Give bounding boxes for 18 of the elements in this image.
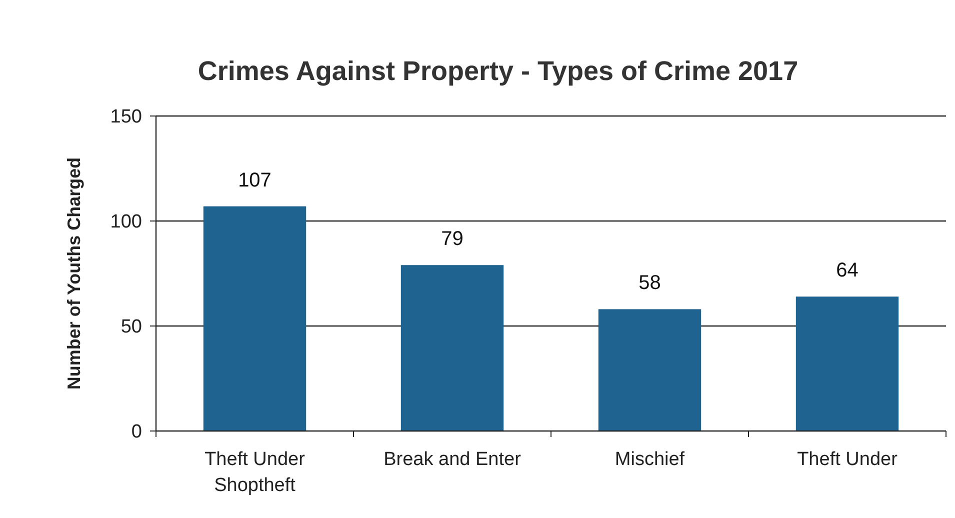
bar bbox=[203, 206, 306, 431]
data-label: 64 bbox=[836, 260, 858, 282]
y-tick-label: 50 bbox=[120, 316, 142, 338]
bar bbox=[400, 265, 504, 431]
chart-title: Crimes Against Property - Types of Crime 2017 bbox=[198, 56, 798, 86]
x-tick-label: Theft Under Shoptheft bbox=[204, 449, 306, 496]
y-tick-label: 150 bbox=[110, 106, 142, 128]
y-tick-label: 0 bbox=[131, 422, 142, 443]
data-label: 79 bbox=[441, 228, 464, 250]
x-tick-label: Break and Enter bbox=[384, 449, 522, 470]
y-axis-title: Number of Youths Charged bbox=[64, 157, 84, 390]
data-label: 58 bbox=[638, 272, 661, 294]
x-tick-label: Theft Under bbox=[797, 449, 898, 470]
bar bbox=[598, 309, 702, 431]
y-tick-label: 100 bbox=[110, 212, 142, 233]
data-label: 107 bbox=[238, 169, 272, 192]
x-tick-label: Mischief bbox=[614, 449, 686, 470]
bar bbox=[796, 296, 899, 431]
